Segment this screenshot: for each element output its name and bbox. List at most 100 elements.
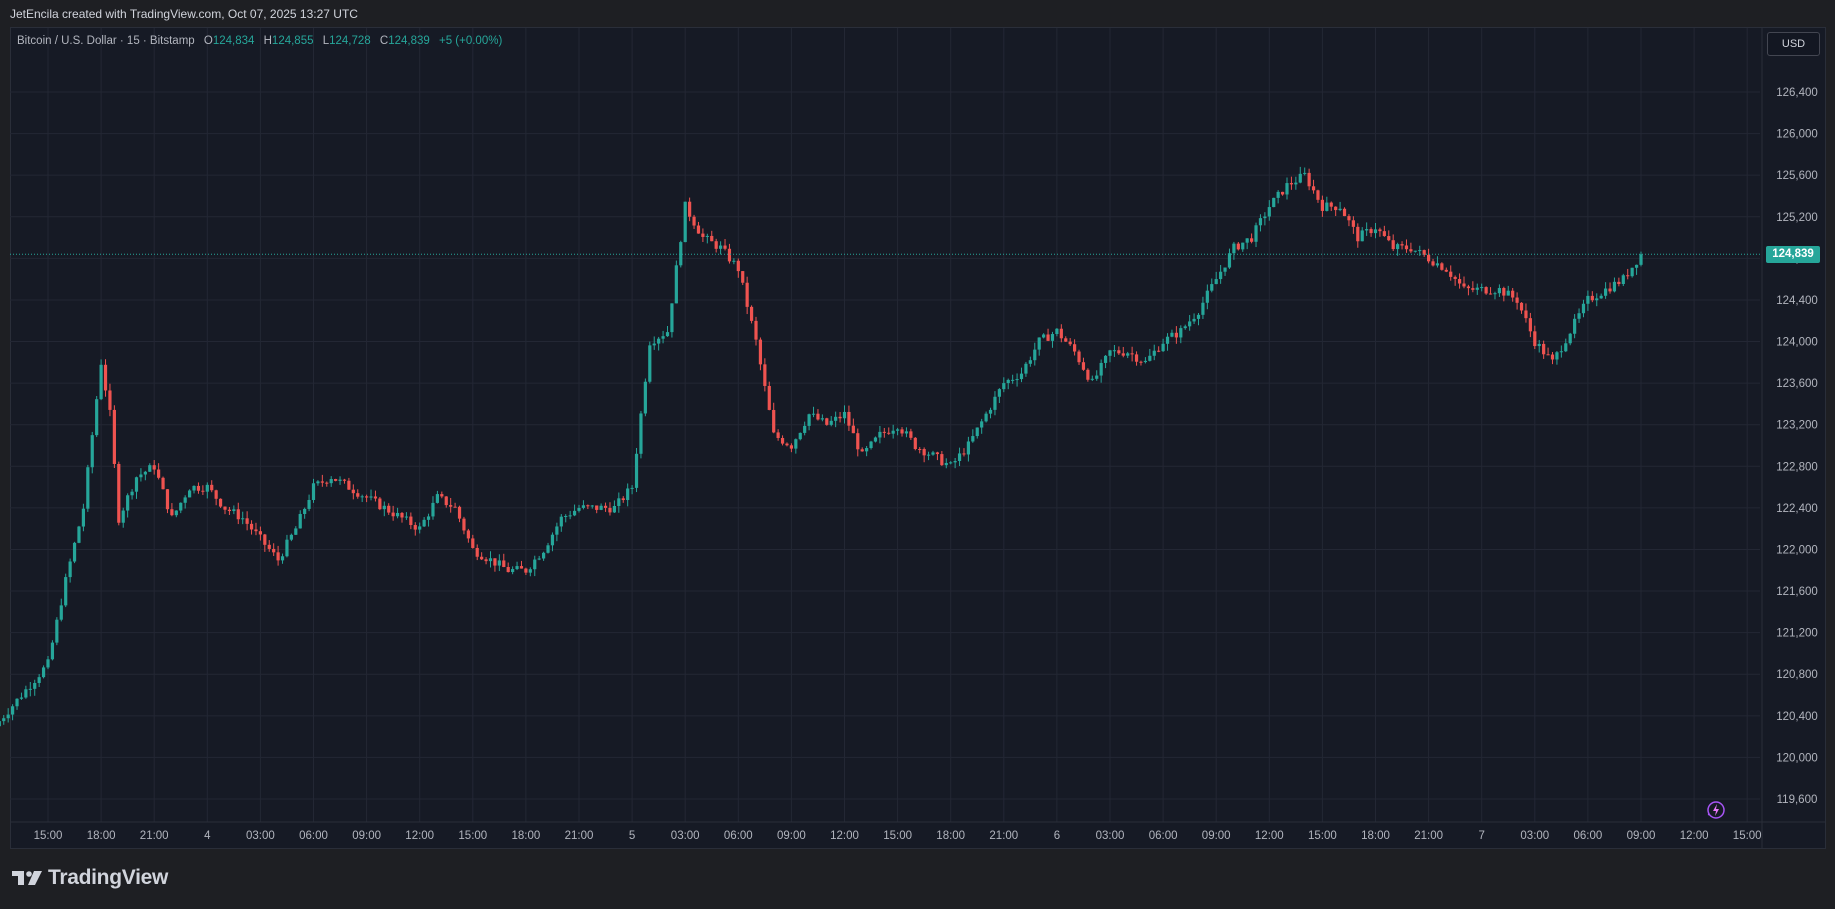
candle-body	[280, 556, 285, 561]
candle-body	[488, 558, 493, 562]
candle-body	[475, 547, 479, 557]
candle-body	[1559, 351, 1563, 353]
candle-body	[1387, 236, 1391, 241]
candle-body	[528, 569, 532, 573]
chart-frame[interactable]	[10, 27, 1826, 849]
price-tick-label: 124,000	[1776, 337, 1818, 349]
candle-body	[152, 465, 156, 470]
candle-body	[542, 552, 546, 559]
candle-body	[794, 439, 798, 449]
candle-body	[1241, 242, 1245, 250]
symbol-title: Bitcoin / U.S. Dollar · 15 · Bitstamp	[17, 35, 195, 47]
candle-body	[1400, 244, 1404, 246]
time-tick-label: 09:00	[352, 830, 381, 842]
candle-body	[1471, 288, 1475, 290]
candle-body	[1033, 349, 1037, 361]
candle-body	[674, 265, 678, 304]
candle-body	[873, 437, 878, 442]
price-tick-label: 122,800	[1776, 461, 1818, 473]
candle-body	[59, 605, 63, 620]
time-tick-label: 09:00	[1202, 830, 1231, 842]
high-value: 124,855	[271, 35, 314, 47]
candle-body	[50, 642, 55, 660]
candle-body	[1418, 250, 1422, 252]
candle-body	[599, 505, 603, 510]
candle-body	[834, 416, 838, 421]
candle-body	[2, 718, 6, 722]
candle-body	[1201, 302, 1205, 315]
candle-body	[701, 233, 705, 237]
candle-body	[1546, 354, 1550, 356]
candle-body	[1413, 250, 1417, 252]
candle-body	[1236, 243, 1240, 250]
candle-body	[462, 518, 466, 531]
candle-body	[112, 409, 116, 464]
candle-body	[891, 430, 895, 434]
candle-body	[1617, 281, 1621, 284]
candle-body	[369, 496, 373, 498]
time-tick-label: 7	[1478, 830, 1484, 842]
candle-body	[665, 332, 670, 337]
candle-body	[1086, 369, 1090, 380]
candle-body	[1449, 271, 1453, 277]
candle-body	[1365, 229, 1369, 231]
candle-body	[652, 343, 656, 346]
candle-body	[95, 399, 99, 436]
candle-body	[449, 505, 453, 507]
time-tick-label: 15:00	[458, 830, 487, 842]
candle-body	[1608, 288, 1612, 292]
price-tick-label: 119,600	[1777, 794, 1818, 806]
candle-body	[1223, 267, 1227, 272]
candle-body	[457, 506, 462, 519]
candle-body	[356, 493, 360, 497]
candle-body	[997, 389, 1001, 397]
lightning-icon[interactable]	[1705, 800, 1725, 820]
candle-body	[904, 431, 909, 434]
candle-body	[218, 498, 223, 507]
candle-body	[626, 488, 630, 501]
candle-body	[688, 201, 692, 217]
candle-body	[440, 494, 444, 497]
candle-body	[263, 534, 267, 545]
candle-body	[1488, 293, 1493, 295]
candle-body	[1484, 287, 1488, 294]
candle-body	[661, 336, 665, 339]
candle-body	[192, 485, 196, 491]
candle-body	[732, 260, 736, 262]
candle-body	[1612, 281, 1617, 292]
candle-body	[1524, 310, 1528, 319]
candle-body	[705, 235, 709, 237]
candle-body	[710, 235, 714, 242]
candle-body	[1502, 288, 1506, 296]
candle-body	[1303, 172, 1307, 174]
candle-body	[931, 452, 935, 455]
candle-body	[422, 519, 426, 527]
time-tick-label: 15:00	[1733, 830, 1762, 842]
candle-body	[325, 482, 329, 484]
brand: TradingView	[12, 866, 168, 890]
price-tick-label: 126,400	[1776, 87, 1818, 99]
candle-body	[0, 721, 1, 727]
candle-body	[1152, 350, 1156, 356]
time-axis[interactable]: 15:00 18:00 21:00 4 03:00 06:00 09:00 12:00 15:0…	[10, 821, 1825, 842]
candle-body	[24, 689, 28, 698]
candle-body	[320, 481, 324, 483]
candle-body	[1139, 361, 1143, 363]
candle-body	[511, 569, 515, 573]
candle-body	[811, 413, 816, 415]
price-tick-label: 126,000	[1776, 129, 1818, 141]
time-tick-label: 06:00	[1574, 830, 1603, 842]
candle-body	[360, 496, 364, 498]
candle-body	[347, 480, 351, 490]
candle-body	[1550, 354, 1555, 360]
price-tick-label: 122,400	[1776, 503, 1818, 515]
candle-body	[1409, 249, 1413, 252]
candle-body	[1112, 350, 1117, 352]
candle-body	[1064, 338, 1068, 342]
candle-body	[949, 462, 953, 464]
price-axis[interactable]: 126,400126,000125,600125,200124,800124,4…	[1761, 28, 1818, 848]
candle-body	[378, 498, 382, 510]
candle-body	[365, 496, 369, 498]
currency-button[interactable]: USD	[1767, 32, 1820, 56]
